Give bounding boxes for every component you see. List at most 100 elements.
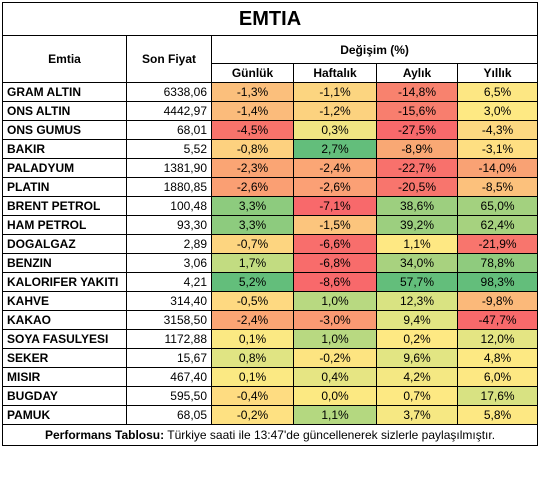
table-row: PALADYUM 1381,90 -2,3% -2,4% -22,7% -14,0% <box>2 158 539 178</box>
change-haftalik: -8,6% <box>293 272 377 292</box>
commodity-name: DOGALGAZ <box>2 234 127 254</box>
change-yillik: -9,8% <box>456 291 539 311</box>
change-yillik: 3,0% <box>456 101 539 121</box>
commodity-table: EMTIA Emtia Son Fiyat Değişim (%) Günlük… <box>1 2 539 446</box>
change-haftalik: -0,2% <box>293 348 377 368</box>
change-haftalik: -1,2% <box>293 101 377 121</box>
change-haftalik: 0,3% <box>293 120 377 140</box>
change-haftalik: 2,7% <box>293 139 377 159</box>
change-yillik: 5,8% <box>456 405 539 425</box>
commodity-name: BUGDAY <box>2 386 127 406</box>
change-gunluk: -0,8% <box>211 139 294 159</box>
change-haftalik: -2,4% <box>293 158 377 178</box>
change-yillik: 17,6% <box>456 386 539 406</box>
column-header-gunluk: Günlük <box>211 63 294 83</box>
table-row: BRENT PETROL 100,48 3,3% -7,1% 38,6% 65,0% <box>2 196 539 216</box>
change-aylik: 9,4% <box>376 310 458 330</box>
change-yillik: 62,4% <box>456 215 539 235</box>
table-row: ONS GUMUS 68,01 -4,5% 0,3% -27,5% -4,3% <box>2 120 539 140</box>
change-yillik: 6,0% <box>456 367 539 387</box>
change-yillik: 78,8% <box>456 253 539 273</box>
page-title: EMTIA <box>1 2 539 36</box>
change-aylik: -14,8% <box>376 82 458 102</box>
commodity-name: PALADYUM <box>2 158 127 178</box>
change-gunluk: -1,4% <box>211 101 294 121</box>
change-yillik: 65,0% <box>456 196 539 216</box>
change-aylik: 0,7% <box>376 386 458 406</box>
commodity-name: BAKIR <box>2 139 127 159</box>
change-aylik: 0,2% <box>376 329 458 349</box>
commodity-price: 314,40 <box>126 291 212 311</box>
change-gunluk: -1,3% <box>211 82 294 102</box>
commodity-price: 1880,85 <box>126 177 212 197</box>
change-haftalik: -1,5% <box>293 215 377 235</box>
table-row: KALORIFER YAKITI 4,21 5,2% -8,6% 57,7% 98,3% <box>2 272 539 292</box>
change-gunluk: 3,3% <box>211 215 294 235</box>
commodity-name: PAMUK <box>2 405 127 425</box>
change-gunluk: -0,4% <box>211 386 294 406</box>
commodity-price: 15,67 <box>126 348 212 368</box>
commodity-price: 1172,88 <box>126 329 212 349</box>
change-gunluk: -0,2% <box>211 405 294 425</box>
change-gunluk: 1,7% <box>211 253 294 273</box>
commodity-price: 2,89 <box>126 234 212 254</box>
table-row: DOGALGAZ 2,89 -0,7% -6,6% 1,1% -21,9% <box>2 234 539 254</box>
table-row: BENZIN 3,06 1,7% -6,8% 34,0% 78,8% <box>2 253 539 273</box>
table-row: PLATIN 1880,85 -2,6% -2,6% -20,5% -8,5% <box>2 177 539 197</box>
change-haftalik: -3,0% <box>293 310 377 330</box>
commodity-name: ONS GUMUS <box>2 120 127 140</box>
change-aylik: 34,0% <box>376 253 458 273</box>
table-body: GRAM ALTIN 6338,06 -1,3% -1,1% -14,8% 6,5% ONS… <box>2 82 539 425</box>
change-yillik: -14,0% <box>456 158 539 178</box>
table-row: BAKIR 5,52 -0,8% 2,7% -8,9% -3,1% <box>2 139 539 159</box>
commodity-name: KALORIFER YAKITI <box>2 272 127 292</box>
commodity-price: 6338,06 <box>126 82 212 102</box>
commodity-name: SEKER <box>2 348 127 368</box>
commodity-price: 68,01 <box>126 120 212 140</box>
change-gunluk: 0,1% <box>211 367 294 387</box>
table-row: KAKAO 3158,50 -2,4% -3,0% 9,4% -47,7% <box>2 310 539 330</box>
change-haftalik: 0,4% <box>293 367 377 387</box>
commodity-name: BRENT PETROL <box>2 196 127 216</box>
footer-note: Performans Tablosu: Türkiye saati ile 13… <box>1 424 539 446</box>
change-haftalik: 0,0% <box>293 386 377 406</box>
column-header-aylik: Aylık <box>376 63 458 83</box>
column-header-emtia: Emtia <box>2 35 127 83</box>
commodity-name: SOYA FASULYESI <box>2 329 127 349</box>
footer-text: Türkiye saati ile 13:47'de güncellenerek… <box>164 428 496 442</box>
change-aylik: 3,7% <box>376 405 458 425</box>
change-yillik: -8,5% <box>456 177 539 197</box>
table-row: SOYA FASULYESI 1172,88 0,1% 1,0% 0,2% 12,0% <box>2 329 539 349</box>
commodity-price: 3158,50 <box>126 310 212 330</box>
change-haftalik: -6,8% <box>293 253 377 273</box>
change-yillik: 4,8% <box>456 348 539 368</box>
change-gunluk: 3,3% <box>211 196 294 216</box>
commodity-name: KAKAO <box>2 310 127 330</box>
commodity-name: KAHVE <box>2 291 127 311</box>
commodity-price: 4,21 <box>126 272 212 292</box>
change-gunluk: -2,4% <box>211 310 294 330</box>
commodity-price: 467,40 <box>126 367 212 387</box>
commodity-price: 1381,90 <box>126 158 212 178</box>
commodity-price: 4442,97 <box>126 101 212 121</box>
change-yillik: 6,5% <box>456 82 539 102</box>
commodity-price: 93,30 <box>126 215 212 235</box>
change-haftalik: 1,0% <box>293 291 377 311</box>
column-header-son-fiyat: Son Fiyat <box>126 35 212 83</box>
table-row: ONS ALTIN 4442,97 -1,4% -1,2% -15,6% 3,0% <box>2 101 539 121</box>
commodity-name: BENZIN <box>2 253 127 273</box>
change-haftalik: 1,1% <box>293 405 377 425</box>
commodity-table-container: EMTIA Emtia Son Fiyat Değişim (%) Günlük… <box>1 2 539 446</box>
change-haftalik: 1,0% <box>293 329 377 349</box>
change-aylik: 57,7% <box>376 272 458 292</box>
table-row: BUGDAY 595,50 -0,4% 0,0% 0,7% 17,6% <box>2 386 539 406</box>
change-gunluk: -2,3% <box>211 158 294 178</box>
commodity-price: 3,06 <box>126 253 212 273</box>
commodity-name: HAM PETROL <box>2 215 127 235</box>
change-aylik: 1,1% <box>376 234 458 254</box>
change-yillik: 12,0% <box>456 329 539 349</box>
change-aylik: 9,6% <box>376 348 458 368</box>
change-haftalik: -2,6% <box>293 177 377 197</box>
change-haftalik: -1,1% <box>293 82 377 102</box>
change-aylik: 38,6% <box>376 196 458 216</box>
